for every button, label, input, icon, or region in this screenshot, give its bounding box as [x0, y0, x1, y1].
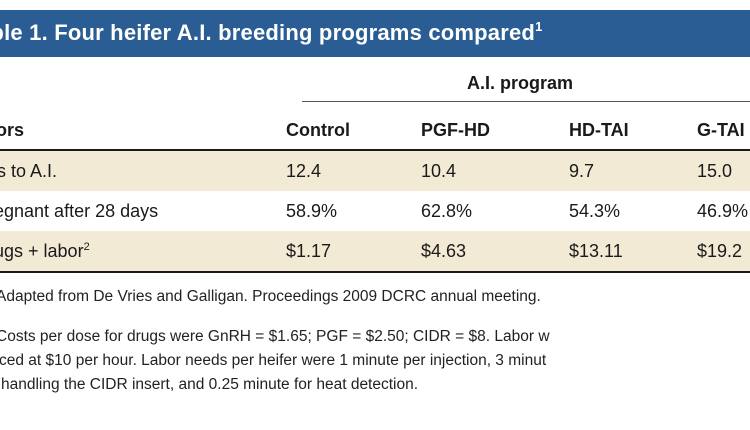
- cell-g-tai: $19.2: [697, 241, 743, 261]
- group-header-rule: [302, 101, 750, 102]
- header-rule: [0, 149, 750, 151]
- group-header-row: A.I. program: [0, 57, 750, 109]
- comparison-table: A.I. program ctors Control PGF-HD HD-TAI…: [0, 57, 750, 274]
- table-row: ugs + labor2 $1.17 $4.63 $13.11 $19.2: [0, 231, 750, 271]
- note-costs-line3: handling the CIDR insert, and 0.25 minut…: [1, 376, 419, 393]
- table-title: able 1. Four heifer A.I. breeding progra…: [0, 19, 543, 46]
- table-bottom-rule: [0, 271, 750, 273]
- cell-g-tai: 15.0: [697, 161, 733, 181]
- cell-control: 12.4: [286, 161, 322, 181]
- row-factor-text: ugs + labor: [0, 241, 84, 261]
- note-costs-line1: Costs per dose for drugs were GnRH = $1.…: [0, 328, 550, 345]
- cell-hd-tai: 54.3%: [569, 201, 621, 221]
- table-title-bar: able 1. Four heifer A.I. breeding progra…: [0, 10, 750, 57]
- group-header-label: A.I. program: [467, 73, 574, 93]
- table-row: ys to A.I. 12.4 10.4 9.7 15.0: [0, 151, 750, 191]
- note-source: Adapted from De Vries and Galligan. Proc…: [0, 288, 541, 305]
- column-header-g-tai: G-TAI: [697, 120, 745, 140]
- table-notes: Adapted from De Vries and Galligan. Proc…: [0, 284, 750, 430]
- cell-pgf-hd: $4.63: [421, 241, 467, 261]
- column-header-pgf-hd: PGF-HD: [421, 120, 490, 140]
- column-header-hd-tai: HD-TAI: [569, 120, 629, 140]
- cell-control: 58.9%: [286, 201, 338, 221]
- note-costs-line2: ced at $10 per hour. Labor needs per hei…: [0, 352, 547, 369]
- cell-hd-tai: $13.11: [569, 241, 623, 261]
- row-factor-footnote-mark: 2: [83, 241, 90, 253]
- table-title-text: able 1. Four heifer A.I. breeding progra…: [0, 20, 536, 45]
- cell-hd-tai: 9.7: [569, 161, 595, 181]
- column-header-row: ctors Control PGF-HD HD-TAI G-TAI: [0, 109, 750, 149]
- cell-control: $1.17: [286, 241, 332, 261]
- table-row: egnant after 28 days 58.9% 62.8% 54.3% 4…: [0, 191, 750, 231]
- column-header-factors: ctors: [0, 120, 25, 140]
- cell-pgf-hd: 62.8%: [421, 201, 473, 221]
- column-header-control: Control: [286, 120, 350, 140]
- row-factor: ugs + labor2: [0, 241, 90, 262]
- row-factor: ys to A.I.: [0, 161, 58, 181]
- row-factor: egnant after 28 days: [0, 201, 159, 221]
- title-footnote-mark: 1: [535, 19, 543, 34]
- cell-g-tai: 46.9%: [697, 201, 749, 221]
- cell-pgf-hd: 10.4: [421, 161, 457, 181]
